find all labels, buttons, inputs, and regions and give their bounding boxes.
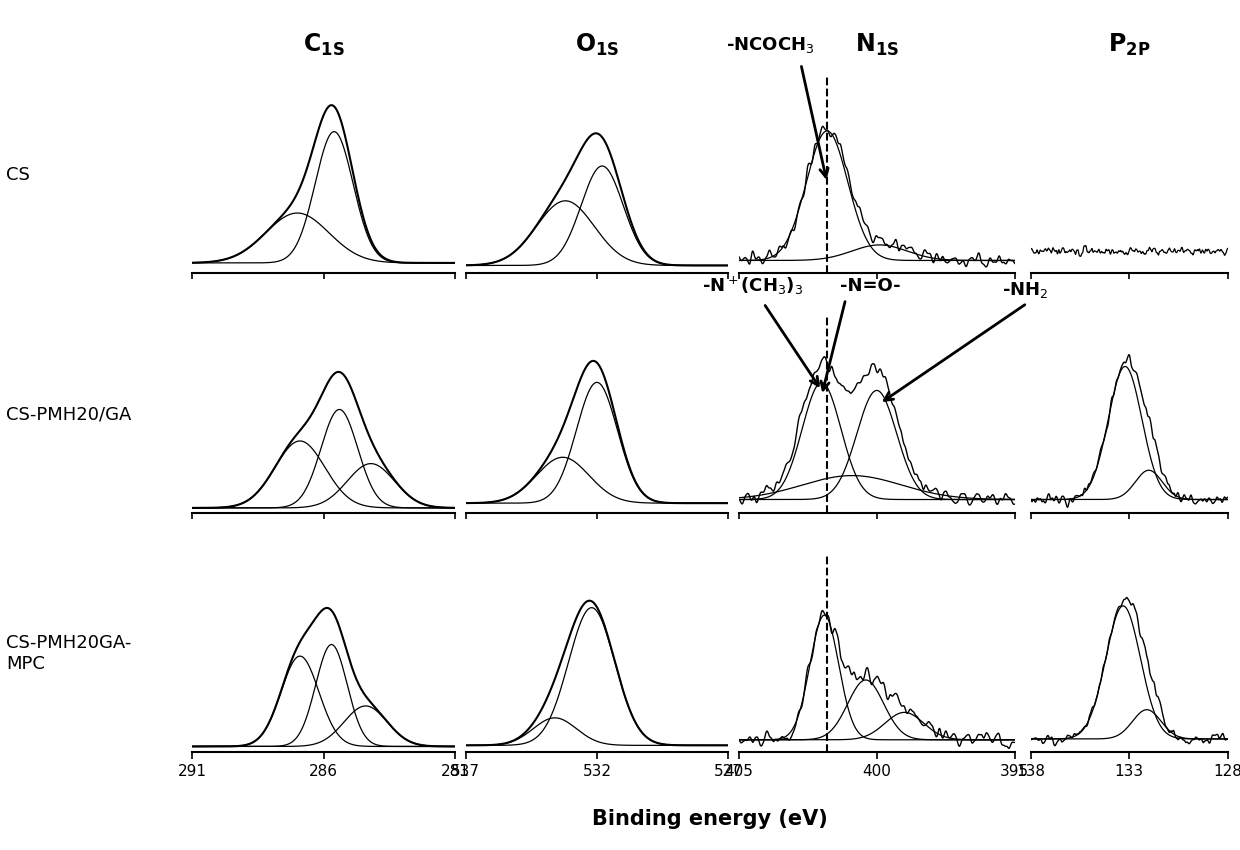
Text: CS-PMH20GA-
MPC: CS-PMH20GA- MPC bbox=[6, 634, 131, 673]
Text: CS: CS bbox=[6, 166, 30, 184]
Text: -N=O-: -N=O- bbox=[839, 277, 900, 295]
Text: $\mathbf{P_{2P}}$: $\mathbf{P_{2P}}$ bbox=[1107, 31, 1151, 58]
Text: $\mathbf{O_{1S}}$: $\mathbf{O_{1S}}$ bbox=[574, 31, 619, 58]
Text: $\mathbf{C_{1S}}$: $\mathbf{C_{1S}}$ bbox=[303, 31, 345, 58]
Text: -NCOCH$_3$: -NCOCH$_3$ bbox=[727, 35, 815, 55]
Text: -N$^+$(CH$_3$)$_3$: -N$^+$(CH$_3$)$_3$ bbox=[702, 275, 802, 298]
Text: $\mathbf{N_{1S}}$: $\mathbf{N_{1S}}$ bbox=[854, 31, 899, 58]
Text: CS-PMH20/GA: CS-PMH20/GA bbox=[6, 405, 131, 423]
Text: Binding energy (eV): Binding energy (eV) bbox=[591, 808, 828, 829]
Text: -NH$_2$: -NH$_2$ bbox=[1002, 280, 1048, 300]
